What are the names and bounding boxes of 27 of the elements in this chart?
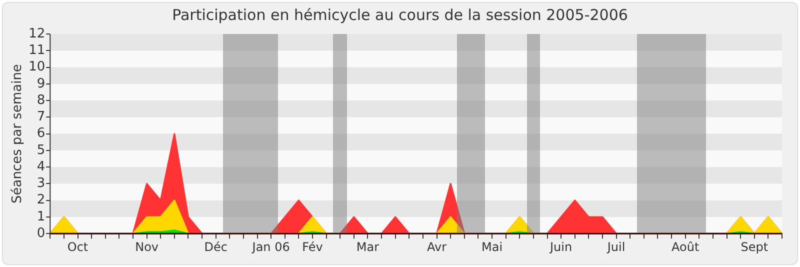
- y-tick-label: 10: [28, 60, 46, 75]
- x-tick-label: Sept: [740, 240, 768, 254]
- x-tick-label: Août: [672, 240, 700, 254]
- y-tick-label: 8: [36, 92, 46, 108]
- y-tick-label: 5: [36, 142, 46, 158]
- x-tick-label: Oct: [67, 240, 88, 254]
- y-tick-label: 6: [36, 126, 46, 142]
- y-tick-label: 2: [36, 192, 46, 208]
- y-tick-label: 9: [36, 76, 46, 92]
- x-tick-label: Juin: [549, 240, 572, 254]
- y-tick-label: 0: [36, 226, 46, 241]
- x-tick-label: Mai: [481, 240, 503, 254]
- x-tick-label: Juil: [606, 240, 626, 254]
- x-tick-label: Jan 06: [251, 240, 290, 254]
- chart-title: Participation en hémicycle au cours de la session 2005-2006: [171, 6, 629, 24]
- x-tick-label: Déc: [204, 240, 228, 254]
- x-tick-label: Avr: [427, 240, 447, 254]
- x-tick-label: Mar: [356, 240, 380, 254]
- y-tick-label: 3: [36, 176, 46, 192]
- y-tick-label: 11: [28, 43, 46, 58]
- y-tick-label: 12: [28, 26, 46, 42]
- y-axis-title: Séances par semaine: [10, 64, 26, 204]
- x-tick-label: Fév: [302, 240, 323, 254]
- x-tick-label: Nov: [135, 240, 159, 254]
- y-tick-label: 7: [36, 110, 46, 125]
- y-tick-label: 1: [36, 209, 46, 224]
- y-tick-label: 4: [36, 159, 46, 174]
